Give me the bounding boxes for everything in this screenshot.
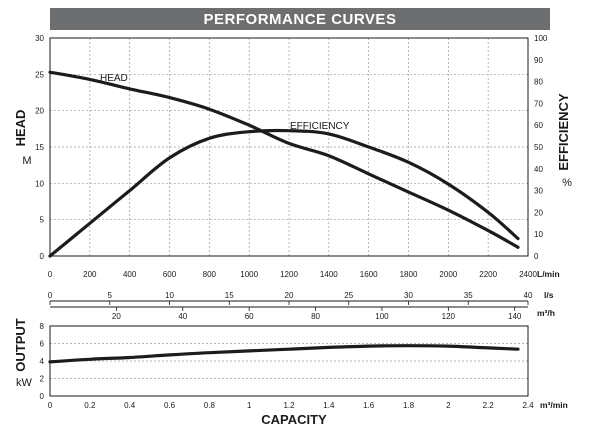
x-tick-label: 2000 [439, 270, 457, 279]
m3h-tick-label: 60 [245, 312, 254, 321]
m3h-tick-label: 80 [311, 312, 320, 321]
x-tick-label: 1800 [400, 270, 418, 279]
output-x-tick-label: 1.6 [363, 401, 375, 410]
chart-title-banner: PERFORMANCE CURVES [50, 8, 550, 30]
y-right-tick-label: 0 [534, 252, 539, 261]
output-x-tick-label: 1.2 [283, 401, 295, 410]
series-line-efficiency [48, 128, 520, 258]
output-x-unit-label: m³/min [540, 400, 568, 410]
y-right-tick-label: 90 [534, 56, 543, 65]
output-y-tick-label: 6 [40, 340, 45, 349]
m3h-tick-label: 20 [112, 312, 121, 321]
output-x-tick-label: 0.6 [164, 401, 176, 410]
output-x-tick-label: 0.2 [84, 401, 96, 410]
output-x-tick-label: 0.8 [204, 401, 216, 410]
output-x-tick-label: 2.2 [483, 401, 495, 410]
y-right-axis-unit: % [562, 177, 572, 189]
y-right-tick-label: 100 [534, 34, 548, 43]
y-right-tick-label: 30 [534, 187, 543, 196]
output-axis-unit: kW [16, 377, 33, 389]
x-tick-label: 2400 [519, 270, 537, 279]
x-tick-label: 800 [203, 270, 217, 279]
y-left-tick-label: 30 [35, 34, 44, 43]
output-plot-frame [49, 325, 529, 397]
y-right-tick-label: 70 [534, 99, 543, 108]
ls-tick-label: 35 [464, 291, 473, 300]
ls-unit-label: l/s [544, 290, 554, 300]
x-tick-label: 200 [83, 270, 97, 279]
x-tick-label: 1000 [240, 270, 258, 279]
y-right-tick-label: 60 [534, 121, 543, 130]
series-line-output [48, 344, 520, 364]
output-x-tick-label: 1 [247, 401, 252, 410]
y-right-tick-label: 50 [534, 143, 543, 152]
ls-tick-label: 25 [344, 291, 353, 300]
y-left-tick-label: 25 [35, 70, 44, 79]
x-tick-label: 0 [48, 270, 53, 279]
output-x-tick-label: 1.8 [403, 401, 415, 410]
output-x-tick-label: 2.4 [522, 401, 534, 410]
x-tick-label: 1600 [360, 270, 378, 279]
output-y-tick-label: 2 [40, 375, 45, 384]
x-unit-label: L/min [537, 269, 560, 279]
y-right-tick-label: 20 [534, 208, 543, 217]
plot-frame [49, 37, 529, 257]
x-tick-label: 400 [123, 270, 137, 279]
m3h-tick-label: 40 [178, 312, 187, 321]
series-line-head [48, 70, 520, 249]
ls-tick-label: 5 [108, 291, 113, 300]
ls-tick-label: 40 [524, 291, 533, 300]
chart-title: PERFORMANCE CURVES [203, 10, 397, 28]
ls-tick-label: 0 [48, 291, 53, 300]
output-x-tick-label: 0 [48, 401, 53, 410]
m3h-tick-label: 120 [442, 312, 456, 321]
output-x-tick-label: 0.4 [124, 401, 136, 410]
x-tick-label: 2200 [479, 270, 497, 279]
x-tick-label: 1400 [320, 270, 338, 279]
y-left-tick-label: 10 [35, 179, 44, 188]
y-left-axis-unit: M [22, 155, 31, 167]
y-left-axis-title: HEAD [13, 110, 28, 147]
m3h-tick-label: 100 [375, 312, 389, 321]
y-left-tick-label: 20 [35, 107, 44, 116]
y-left-tick-label: 0 [40, 252, 45, 261]
output-y-tick-label: 8 [40, 322, 45, 331]
output-y-tick-label: 4 [40, 357, 45, 366]
x-tick-label: 600 [163, 270, 177, 279]
y-left-tick-label: 15 [35, 143, 44, 152]
m3h-unit-label: m³/h [537, 308, 555, 318]
y-right-axis-title: EFFICIENCY [556, 93, 571, 171]
output-y-tick-label: 0 [40, 392, 45, 401]
y-right-tick-label: 10 [534, 230, 543, 239]
ls-tick-label: 30 [404, 291, 413, 300]
x-axis-title: CAPACITY [261, 412, 327, 427]
ls-tick-label: 20 [285, 291, 294, 300]
m3h-tick-label: 140 [508, 312, 522, 321]
y-right-tick-label: 40 [534, 165, 543, 174]
series-label-head: HEAD [100, 73, 128, 84]
output-x-tick-label: 1.4 [323, 401, 335, 410]
y-right-tick-label: 80 [534, 78, 543, 87]
output-x-tick-label: 2 [446, 401, 451, 410]
ls-tick-label: 15 [225, 291, 234, 300]
series-label-efficiency: EFFICIENCY [290, 121, 350, 132]
y-left-tick-label: 5 [40, 216, 45, 225]
x-tick-label: 1200 [280, 270, 298, 279]
ls-tick-label: 10 [165, 291, 174, 300]
output-axis-title: OUTPUT [13, 318, 28, 372]
